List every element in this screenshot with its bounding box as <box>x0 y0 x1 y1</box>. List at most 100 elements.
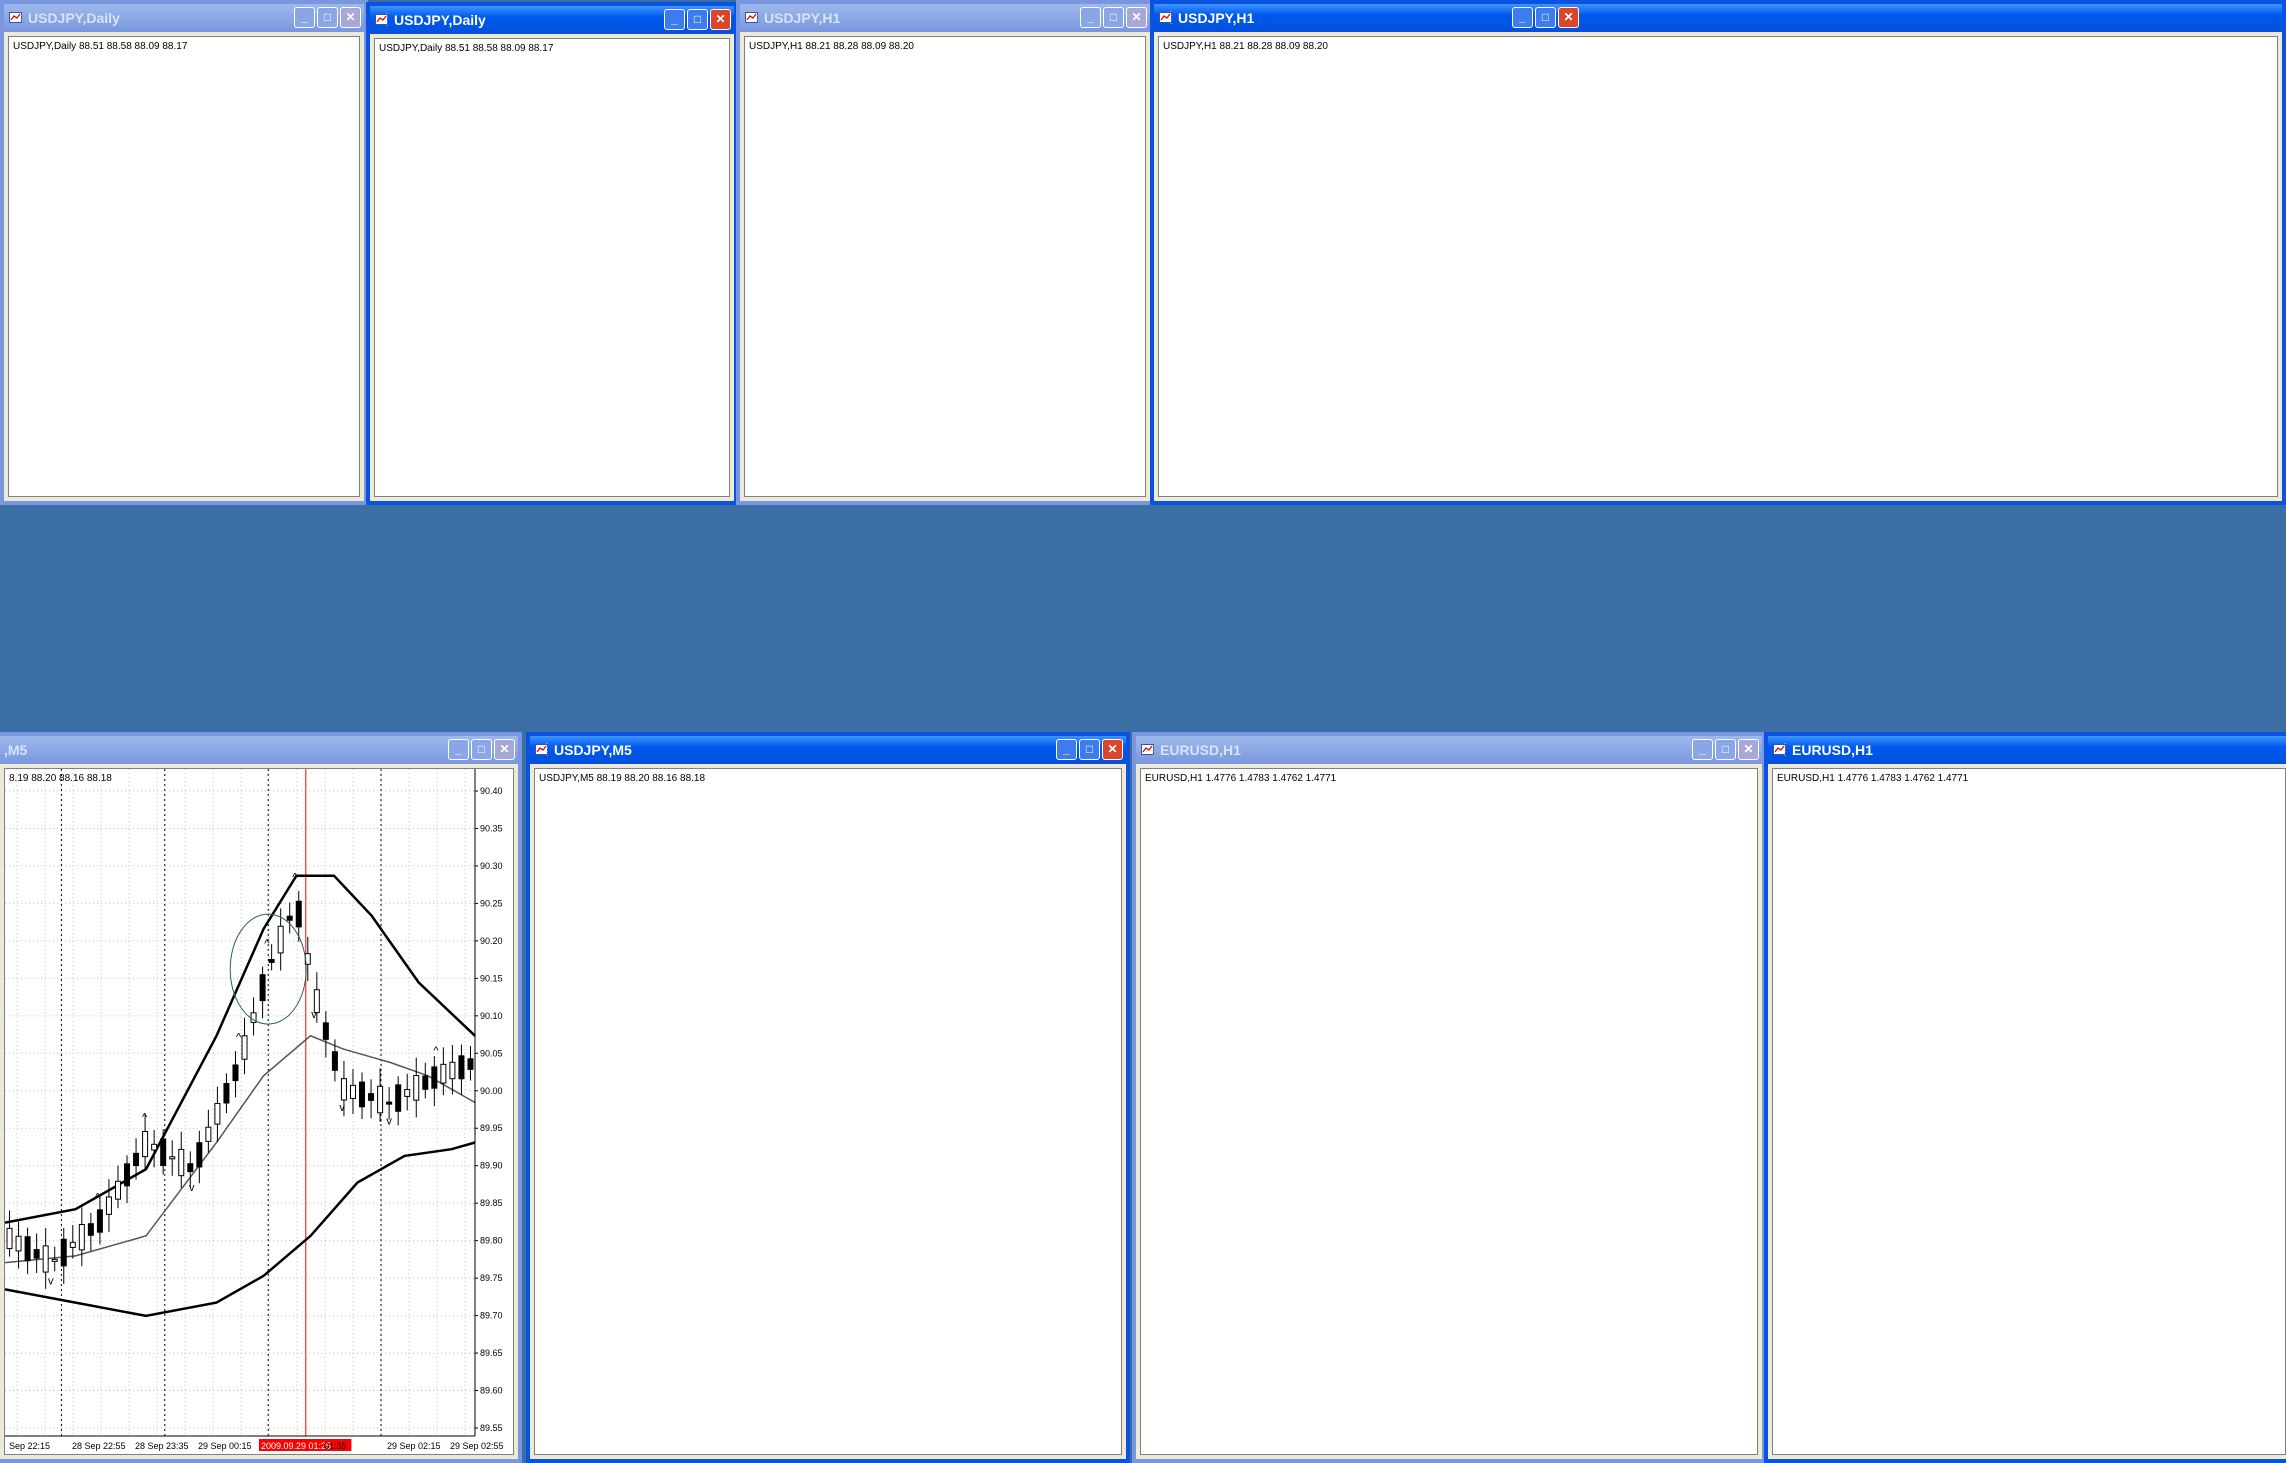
chart-window-usdjpy-h1-2[interactable]: ^v^^vv^vvvvv92.5592.4092.2592.1091.9591.… <box>1150 0 2286 505</box>
maximize-button[interactable]: □ <box>687 9 708 30</box>
candle-body <box>286 915 293 921</box>
time-axis-label: 29 Sep 02:15 <box>387 1441 441 1451</box>
fractal-markers: v ^ ^ v ^ ^ ^ v v v ^ <box>48 871 439 1287</box>
chart-info-label: 8.19 88.20 88.16 88.18 <box>9 773 112 784</box>
candle-body <box>449 1061 456 1080</box>
time-axis-label: 29 Sep 02:55 <box>450 1441 504 1451</box>
chart-window-eurusd-h1-2[interactable]: ^^^^^^vvv^20 Jun 200620 Jun 19:0021 Jun … <box>1764 732 2286 1463</box>
fractal-up-marker: ^ <box>292 871 298 883</box>
chart-window-usdjpy-m5-2[interactable]: v^v^v^^v^vv^90.4090.3590.3090.2590.2090.… <box>526 732 1130 1463</box>
candle-body <box>340 1078 347 1101</box>
chart-plot-area[interactable]: USDJPY,H1 88.21 88.28 88.09 88.20 <box>1158 36 2278 497</box>
time-axis-label: Sep 22:15 <box>9 1441 50 1451</box>
chart-plot-area[interactable]: v ^ ^ v ^ ^ ^ v v v ^ 90.40 90.35 90.30 90.25 90.20 90.1… <box>4 768 514 1455</box>
close-button[interactable]: ✕ <box>1738 739 1759 760</box>
price-chart[interactable] <box>375 39 729 496</box>
price-axis-label: 89.55 <box>480 1423 503 1433</box>
price-chart[interactable] <box>1141 769 1757 1454</box>
highlight-circle <box>229 913 307 1025</box>
maximize-button[interactable]: □ <box>1715 739 1736 760</box>
chart-info-label: EURUSD,H1 1.4776 1.4783 1.4762 1.4771 <box>1145 773 1337 784</box>
maximize-button[interactable]: □ <box>1535 7 1556 28</box>
chart-window-usdjpy-daily-2[interactable]: v^v^^^^v^vv^v102.65101.70100.7599.8098.8… <box>366 2 738 505</box>
chart-plot-area[interactable]: USDJPY,Daily 88.51 88.58 88.09 88.17 <box>8 36 360 497</box>
fractal-up-marker: ^ <box>95 1192 101 1204</box>
fractal-down-marker: v <box>386 1116 392 1128</box>
minimize-button[interactable]: _ <box>664 9 685 30</box>
title-bar[interactable]: ^^^^^^vvv^v1.27551.27351.27151.26951.267… <box>1136 736 1762 764</box>
price-chart[interactable] <box>1159 37 2277 496</box>
window-title: USDJPY,H1 <box>1178 10 1255 26</box>
minimize-button[interactable]: _ <box>1692 739 1713 760</box>
minimize-button[interactable]: _ <box>448 739 469 760</box>
chart-window-icon: ^^^^^^vvv^20 Jun 200620 Jun 19:0021 Jun … <box>1773 743 1786 756</box>
window-title: USDJPY,H1 <box>764 10 841 26</box>
price-axis-label: 90.05 <box>480 1048 503 1058</box>
fractal-down-marker: v <box>311 1009 317 1021</box>
candle-body <box>24 1236 31 1262</box>
chart-info-label: USDJPY,M5 88.19 88.20 88.16 88.18 <box>539 773 706 784</box>
close-button[interactable]: ✕ <box>710 9 731 30</box>
chart-plot-area[interactable]: EURUSD,H1 1.4776 1.4783 1.4762 1.4771 <box>1140 768 1758 1455</box>
candle-body <box>322 1022 329 1040</box>
candle-body <box>87 1223 94 1236</box>
maximize-button[interactable]: □ <box>317 7 338 28</box>
title-bar[interactable]: ^v^^vv^vvvvv92.5592.4092.2592.1091.9591.… <box>1154 4 2282 32</box>
maximize-button[interactable]: □ <box>1103 7 1124 28</box>
fractal-up-marker: ^ <box>236 1031 242 1043</box>
price-chart[interactable]: v ^ ^ v ^ ^ ^ v v v ^ 90.40 90.35 90.30 90.25 90.20 90.1… <box>5 769 513 1454</box>
chart-plot-area[interactable]: EURUSD,H1 1.4776 1.4783 1.4762 1.4771 <box>1772 768 2286 1455</box>
candle-body <box>268 959 275 963</box>
chart-window-eurusd-h1-1[interactable]: ^^^^^^vvv^v1.27551.27351.27151.26951.267… <box>1132 732 1766 1463</box>
close-button[interactable]: ✕ <box>1558 7 1579 28</box>
chart-window-icon: v^v^^^^v^vv^v102.65101.70100.7599.8098.8… <box>375 13 388 26</box>
close-button[interactable]: ✕ <box>494 739 515 760</box>
window-title: USDJPY,M5 <box>554 742 632 758</box>
candle-body <box>214 1102 221 1125</box>
price-axis-label: 90.10 <box>480 1011 503 1021</box>
minimize-button[interactable]: _ <box>1056 739 1077 760</box>
maximize-button[interactable]: □ <box>471 739 492 760</box>
minimize-button[interactable]: _ <box>1512 7 1533 28</box>
fractal-up-marker: ^ <box>264 938 270 950</box>
title-bar[interactable]: v^v^^^^v^vv^v102.65101.70100.7599.8098.8… <box>370 6 734 34</box>
title-bar[interactable]: ,M5 _ □ ✕ <box>0 736 518 764</box>
price-axis-label: 90.00 <box>480 1086 503 1096</box>
chart-window-usdjpy-m5-1[interactable]: ,M5 _ □ ✕ v ^ ^ v ^ ^ ^ v v v ^ 90.40 90.35 90.30 90.2… <box>0 732 522 1463</box>
price-axis-label: 89.65 <box>480 1348 503 1358</box>
close-button[interactable]: ✕ <box>1126 7 1147 28</box>
candle-body <box>368 1093 375 1101</box>
close-button[interactable]: ✕ <box>340 7 361 28</box>
candle-body <box>124 1163 131 1187</box>
price-chart[interactable] <box>535 769 1121 1454</box>
price-chart[interactable] <box>9 37 359 496</box>
price-axis-label: 89.85 <box>480 1198 503 1208</box>
candle-body <box>60 1238 67 1267</box>
chart-plot-area[interactable]: USDJPY,M5 88.19 88.20 88.16 88.18 <box>534 768 1122 1455</box>
maximize-button[interactable]: □ <box>1079 739 1100 760</box>
title-bar[interactable]: v^^v^^^^v^v^102.65101.70100.7599.8098.85… <box>4 4 364 32</box>
price-chart[interactable] <box>1773 769 2285 1454</box>
time-axis-label: 01:35 <box>324 1441 347 1451</box>
chart-window-usdjpy-h1-1[interactable]: 92.3091.55^v^^vv^vvvvv92.7092.5592.4092.… <box>736 0 1154 505</box>
minimize-button[interactable]: _ <box>294 7 315 28</box>
close-button[interactable]: ✕ <box>1102 739 1123 760</box>
price-axis-label: 89.60 <box>480 1386 503 1396</box>
title-bar[interactable]: ^^^^^^vvv^20 Jun 200620 Jun 19:0021 Jun … <box>1768 736 2286 764</box>
chart-window-usdjpy-daily-1[interactable]: v^^v^^^^v^v^102.65101.70100.7599.8098.85… <box>0 0 368 505</box>
chart-plot-area[interactable]: USDJPY,Daily 88.51 88.58 88.09 88.17 <box>374 38 730 497</box>
title-bar[interactable]: v^v^v^^v^vv^90.4090.3590.3090.2590.2090.… <box>530 736 1126 764</box>
chart-plot-area[interactable]: USDJPY,H1 88.21 88.28 88.09 88.20 <box>744 36 1146 497</box>
price-chart[interactable] <box>745 37 1145 496</box>
window-title: ,M5 <box>4 742 28 758</box>
price-axis-label: 89.75 <box>480 1273 503 1283</box>
candle-body <box>467 1058 474 1070</box>
candle-body <box>33 1249 40 1259</box>
price-axis-label: 89.80 <box>480 1236 503 1246</box>
time-axis-label: 28 Sep 23:35 <box>135 1441 189 1451</box>
title-bar[interactable]: 92.3091.55^v^^vv^vvvvv92.7092.5592.4092.… <box>740 4 1150 32</box>
candle-body <box>78 1224 85 1251</box>
price-axis-label: 90.30 <box>480 861 503 871</box>
minimize-button[interactable]: _ <box>1080 7 1101 28</box>
candle-body <box>151 1143 158 1151</box>
